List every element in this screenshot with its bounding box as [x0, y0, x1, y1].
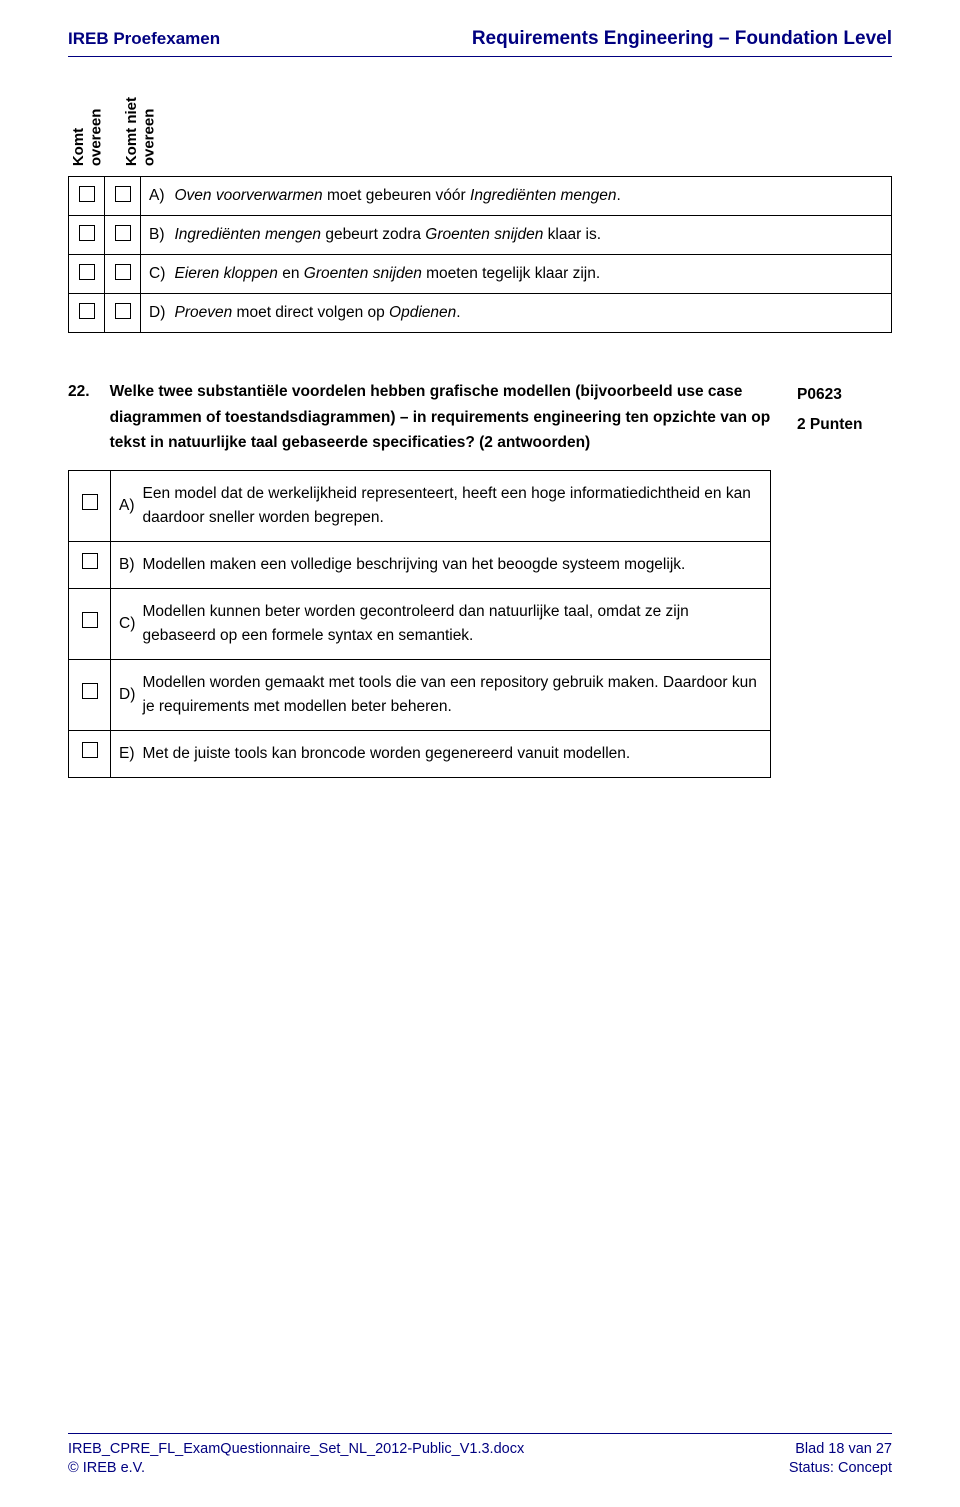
q21-d-label: D): [141, 294, 175, 333]
q21-table: A) Oven voorverwarmen moet gebeuren vóór…: [68, 176, 892, 333]
footer-filename: IREB_CPRE_FL_ExamQuestionnaire_Set_NL_20…: [68, 1440, 524, 1460]
q21-row-a: A) Oven voorverwarmen moet gebeuren vóór…: [69, 177, 892, 216]
q21-c-match-checkbox[interactable]: [79, 264, 95, 280]
q22-e-text: Met de juiste tools kan broncode worden …: [143, 730, 771, 777]
page-footer: IREB_CPRE_FL_ExamQuestionnaire_Set_NL_20…: [68, 1433, 892, 1479]
col-header-match: Komt overeen: [70, 97, 105, 166]
q22-c-label: C): [111, 588, 143, 659]
q22-a-label: A): [111, 470, 143, 541]
footer-page: Blad 18 van 27: [789, 1440, 892, 1460]
q21-c-nomatch-checkbox[interactable]: [115, 264, 131, 280]
q22-number: 22.: [68, 379, 90, 456]
q22-b-label: B): [111, 541, 143, 588]
q21-b-text: Ingrediënten mengen gebeurt zodra Groent…: [175, 216, 892, 255]
col1-line1: Komt: [70, 128, 87, 166]
q22-d-text: Modellen worden gemaakt met tools die va…: [143, 659, 771, 730]
q21-a-match-checkbox[interactable]: [79, 186, 95, 202]
q21-a-nomatch-checkbox[interactable]: [115, 186, 131, 202]
q22-question-text: Welke twee substantiële voordelen hebben…: [110, 379, 771, 456]
col-header-nomatch: Komt niet overeen: [123, 97, 158, 166]
q22-e-label: E): [111, 730, 143, 777]
q21-d-match-checkbox[interactable]: [79, 303, 95, 319]
q21-b-nomatch-checkbox[interactable]: [115, 225, 131, 241]
q22-row-b: B) Modellen maken een volledige beschrij…: [69, 541, 771, 588]
col2-line2: overeen: [140, 109, 157, 167]
q22-c-checkbox[interactable]: [82, 612, 98, 628]
q21-row-c: C) Eieren kloppen en Groenten snijden mo…: [69, 255, 892, 294]
header-left: IREB Proefexamen: [68, 29, 220, 49]
q22-d-checkbox[interactable]: [82, 683, 98, 699]
column-headers: Komt overeen Komt niet overeen: [68, 97, 892, 166]
q22-d-label: D): [111, 659, 143, 730]
footer-copyright: © IREB e.V.: [68, 1459, 524, 1479]
q22-e-checkbox[interactable]: [82, 742, 98, 758]
q21-c-label: C): [141, 255, 175, 294]
q21-a-text: Oven voorverwarmen moet gebeuren vóór In…: [175, 177, 892, 216]
q22-row-c: C) Modellen kunnen beter worden gecontro…: [69, 588, 771, 659]
q22-b-text: Modellen maken een volledige beschrijvin…: [143, 541, 771, 588]
col1-line2: overeen: [87, 109, 104, 167]
q22-sidebar: P0623 2 Punten: [797, 379, 892, 439]
q21-d-nomatch-checkbox[interactable]: [115, 303, 131, 319]
q22-a-checkbox[interactable]: [82, 494, 98, 510]
q21-b-match-checkbox[interactable]: [79, 225, 95, 241]
footer-status: Status: Concept: [789, 1459, 892, 1479]
col2-line1: Komt niet: [123, 97, 140, 166]
q22-code: P0623: [797, 380, 892, 409]
page-header: IREB Proefexamen Requirements Engineerin…: [68, 28, 892, 57]
q22-a-text: Een model dat de werkelijkheid represent…: [143, 470, 771, 541]
q22-row-a: A) Een model dat de werkelijkheid repres…: [69, 470, 771, 541]
q22-points: 2 Punten: [797, 410, 892, 439]
q22-row-d: D) Modellen worden gemaakt met tools die…: [69, 659, 771, 730]
q21-b-label: B): [141, 216, 175, 255]
q21-c-text: Eieren kloppen en Groenten snijden moete…: [175, 255, 892, 294]
q22-row-e: E) Met de juiste tools kan broncode word…: [69, 730, 771, 777]
q22-table: A) Een model dat de werkelijkheid repres…: [68, 470, 771, 778]
q22-c-text: Modellen kunnen beter worden gecontrolee…: [143, 588, 771, 659]
q22-b-checkbox[interactable]: [82, 553, 98, 569]
q22-question: 22. Welke twee substantiële voordelen he…: [68, 379, 771, 456]
q21-d-text: Proeven moet direct volgen op Opdienen.: [175, 294, 892, 333]
q21-row-d: D) Proeven moet direct volgen op Opdiene…: [69, 294, 892, 333]
q21-row-b: B) Ingrediënten mengen gebeurt zodra Gro…: [69, 216, 892, 255]
q21-a-label: A): [141, 177, 175, 216]
header-right: Requirements Engineering – Foundation Le…: [472, 28, 892, 50]
